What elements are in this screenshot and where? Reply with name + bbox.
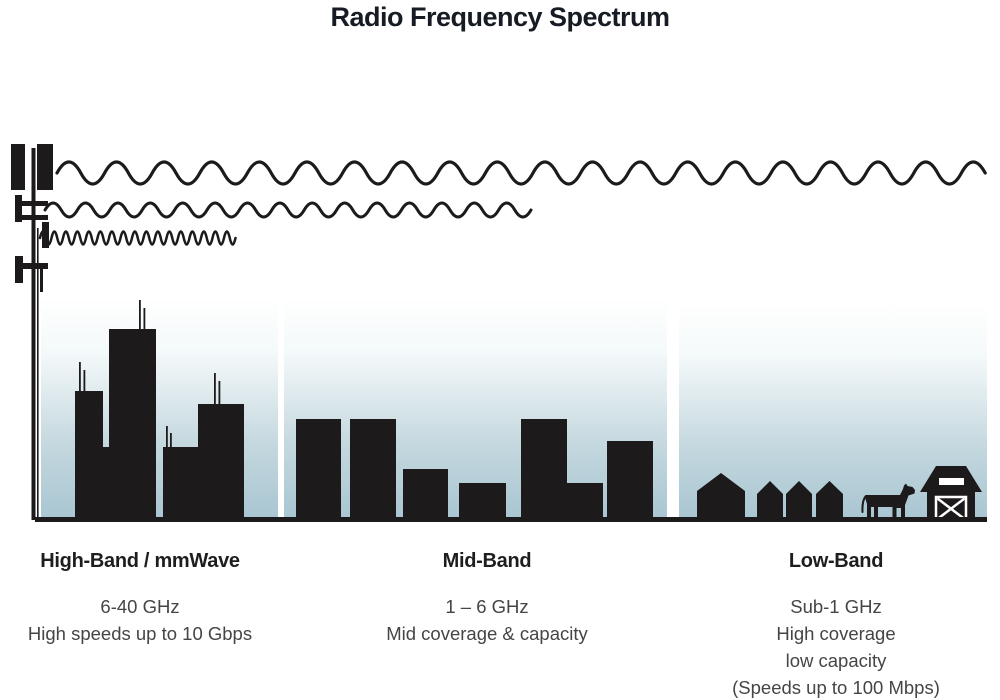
long-wave-icon — [55, 160, 987, 186]
band-detail-low-1: High coverage — [776, 623, 896, 644]
band-label-low: Low-Band Sub-1 GHz High coverage low cap… — [676, 549, 996, 700]
band-detail-high: High speeds up to 10 Gbps — [27, 623, 253, 644]
houses-icon — [697, 473, 843, 520]
band-detail-low-3: (Speeds up to 100 Mbps) — [732, 677, 940, 698]
band-label-high: High-Band / mmWave 6-40 GHz High speeds … — [0, 549, 300, 647]
sky-gradient-midband — [284, 297, 667, 518]
page-title: Radio Frequency Spectrum — [330, 2, 670, 32]
band-frequency-mid: 1 – 6 GHz — [445, 596, 529, 617]
band-frequency-high: 6-40 GHz — [100, 596, 180, 617]
band-heading-low: Low-Band — [788, 550, 884, 572]
band-detail-low-2: low capacity — [785, 650, 887, 671]
band-label-mid: Mid-Band 1 – 6 GHz Mid coverage & capaci… — [327, 549, 647, 647]
band-heading-high: High-Band / mmWave — [40, 550, 240, 572]
city-skyline-icon — [75, 300, 244, 520]
medium-wave-icon — [43, 201, 533, 219]
band-heading-mid: Mid-Band — [442, 550, 532, 572]
band-frequency-low: Sub-1 GHz — [790, 596, 882, 617]
short-wave-icon — [38, 230, 237, 246]
ground-line — [35, 517, 987, 522]
cow-icon — [861, 483, 915, 518]
barn-icon — [920, 466, 982, 522]
cell-tower-icon — [11, 144, 53, 520]
band-detail-mid: Mid coverage & capacity — [386, 623, 588, 644]
midrise-buildings-icon — [296, 419, 653, 520]
